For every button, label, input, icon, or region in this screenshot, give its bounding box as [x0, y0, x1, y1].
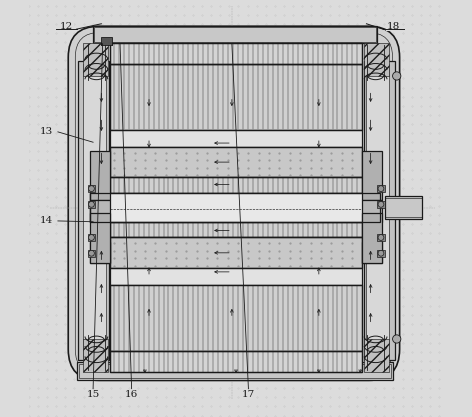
Text: 14: 14: [40, 216, 53, 226]
Bar: [110, 268, 362, 285]
Bar: [88, 185, 95, 192]
Bar: [362, 241, 382, 263]
Bar: [110, 222, 362, 238]
Bar: [110, 222, 362, 238]
Bar: [110, 43, 362, 64]
Bar: [364, 43, 389, 76]
Bar: [90, 151, 110, 200]
Bar: [377, 201, 385, 208]
Circle shape: [89, 235, 94, 240]
Circle shape: [378, 235, 384, 240]
Bar: [364, 339, 389, 372]
Bar: [110, 351, 362, 372]
Bar: [90, 241, 110, 263]
Bar: [362, 200, 382, 222]
Bar: [101, 37, 112, 45]
Bar: [110, 238, 362, 268]
Bar: [110, 147, 362, 177]
Bar: [377, 234, 385, 241]
Bar: [90, 214, 110, 263]
Bar: [385, 198, 422, 217]
Text: 17: 17: [242, 390, 255, 399]
Circle shape: [89, 250, 94, 256]
Bar: [90, 193, 380, 222]
Circle shape: [393, 72, 401, 80]
Text: 12: 12: [59, 22, 73, 31]
Bar: [110, 285, 362, 351]
Bar: [110, 43, 362, 64]
Bar: [79, 364, 391, 378]
Circle shape: [89, 186, 94, 191]
Bar: [385, 196, 422, 219]
Bar: [110, 130, 362, 147]
Bar: [88, 250, 95, 256]
Circle shape: [393, 335, 401, 343]
Bar: [83, 43, 108, 76]
Bar: [88, 201, 95, 208]
Bar: [90, 193, 380, 222]
Bar: [110, 64, 362, 130]
Text: 16: 16: [125, 390, 138, 399]
Text: 15: 15: [86, 390, 100, 399]
Bar: [110, 177, 362, 193]
Bar: [362, 151, 382, 200]
Bar: [377, 250, 385, 256]
Bar: [110, 147, 362, 177]
Bar: [76, 362, 393, 380]
Bar: [90, 200, 110, 222]
Bar: [110, 64, 362, 130]
Text: 18: 18: [387, 22, 400, 31]
Circle shape: [378, 186, 384, 191]
Bar: [377, 185, 385, 192]
Bar: [110, 177, 362, 193]
Circle shape: [378, 250, 384, 256]
Bar: [366, 63, 389, 358]
Bar: [110, 351, 362, 372]
Circle shape: [89, 201, 94, 207]
Bar: [93, 26, 377, 43]
FancyBboxPatch shape: [68, 26, 400, 380]
Bar: [110, 238, 362, 268]
Bar: [78, 61, 109, 360]
Bar: [110, 285, 362, 351]
Bar: [94, 27, 376, 42]
Bar: [362, 214, 382, 263]
Bar: [83, 63, 106, 358]
Circle shape: [378, 201, 384, 207]
Bar: [363, 61, 395, 360]
Bar: [88, 234, 95, 241]
Text: 13: 13: [40, 127, 53, 136]
Bar: [83, 339, 108, 372]
